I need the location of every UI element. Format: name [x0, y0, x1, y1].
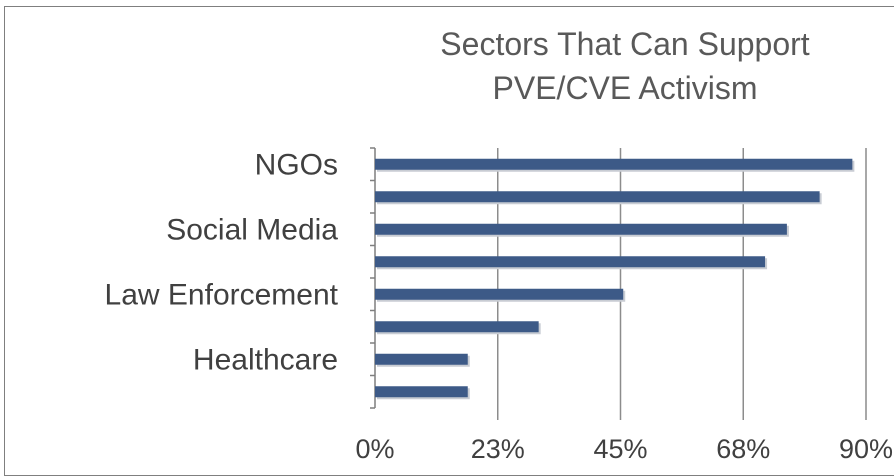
- bar: [375, 256, 766, 268]
- bar: [375, 353, 468, 365]
- category-labels: NGOs Social Media Law Enforcement Healthcar…: [105, 148, 339, 376]
- x-tick-label: 90%: [839, 434, 893, 464]
- bar: [375, 321, 539, 333]
- gridlines: [497, 148, 867, 420]
- bar: [375, 288, 624, 300]
- category-label: Social Media: [166, 213, 338, 246]
- bar: [375, 223, 787, 235]
- bars: [375, 158, 855, 400]
- x-tick-label: 45%: [593, 434, 647, 464]
- x-tick-labels: 0% 23% 45% 68% 90%: [355, 434, 893, 464]
- x-tick-label: 23%: [471, 434, 525, 464]
- category-label: Healthcare: [193, 343, 338, 376]
- bar: [375, 191, 820, 203]
- chart-title-line-1: Sectors That Can Support: [440, 26, 810, 62]
- bar: [375, 386, 468, 398]
- bar: [375, 158, 853, 170]
- chart-title-line-2: PVE/CVE Activism: [492, 70, 758, 106]
- y-axis: [370, 147, 376, 409]
- x-tick-label: 68%: [716, 434, 770, 464]
- category-label: Law Enforcement: [105, 278, 339, 311]
- category-label: NGOs: [255, 148, 338, 181]
- x-tick-label: 0%: [355, 434, 394, 464]
